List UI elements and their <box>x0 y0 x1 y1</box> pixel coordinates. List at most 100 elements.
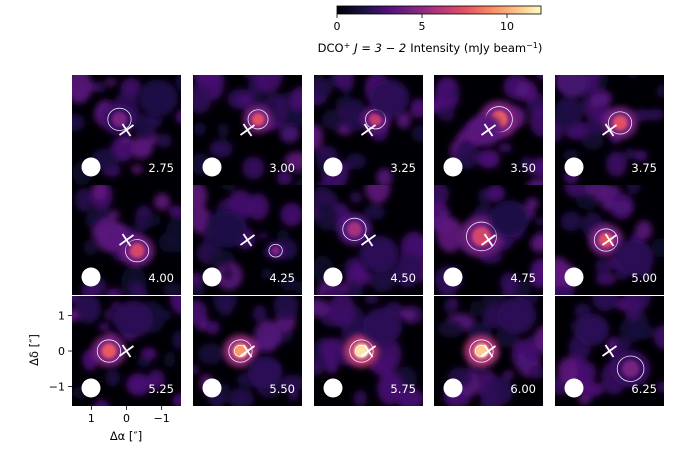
x-tick-label: −1 <box>154 412 170 425</box>
channel-label: 5.00 <box>631 271 657 285</box>
channel-panel-6.25: 6.25 <box>555 296 664 406</box>
emission-peak <box>347 221 362 237</box>
center-cross-line <box>363 123 374 137</box>
y-axis-label: Δδ [″] <box>27 334 41 366</box>
beam-ellipse <box>81 378 101 398</box>
channel-panel-5.00: 5.00 <box>555 185 664 295</box>
emission-peak <box>612 115 628 131</box>
center-cross-line <box>483 344 494 358</box>
channel-panel-2.75: 2.75 <box>72 75 181 185</box>
channel-panel-4.50: 4.50 <box>314 185 423 295</box>
center-cross-line <box>121 123 132 137</box>
x-tick-label: 0 <box>123 412 130 425</box>
channel-label: 3.25 <box>390 161 416 175</box>
beam-ellipse <box>564 157 584 177</box>
channel-panels: 2.75 3.00 3.25 3.50 3.75 4.00 4.25 4.50 4.75 5.00… <box>72 75 664 406</box>
center-cross-line <box>363 233 374 247</box>
emission-peak <box>129 243 145 259</box>
emission-contour <box>349 339 374 363</box>
colorbar-ticks: 0 5 10 <box>334 14 514 33</box>
channel-panel-6.00: 6.00 <box>434 296 543 406</box>
emission-noise <box>193 75 302 185</box>
emission-contour <box>107 107 132 131</box>
emission-contour <box>469 339 494 363</box>
beam-ellipse <box>443 157 463 177</box>
center-cross-line <box>242 123 253 137</box>
colorbar: 0 5 10 DCO+ J = 3 − 2 Intensity (mJy beam−1) <box>318 5 543 56</box>
beam-ellipse <box>202 267 222 287</box>
channel-label: 6.25 <box>631 382 657 396</box>
emission-peak <box>271 246 280 255</box>
beam-ellipse <box>443 378 463 398</box>
emission-peak <box>598 232 614 248</box>
y-tick-label: 0 <box>58 345 65 358</box>
channel-panel-3.00: 3.00 <box>193 75 302 185</box>
emission-noise <box>555 75 664 185</box>
axes-lower-left: Δα [″] Δδ [″] 1 0 −1 1 0 −1 <box>27 310 170 443</box>
beam-ellipse <box>81 157 101 177</box>
channel-label: 3.75 <box>631 161 657 175</box>
center-cross-line <box>242 344 253 358</box>
center-cross-line <box>483 123 494 137</box>
center-cross-line <box>604 344 615 358</box>
beam-ellipse <box>202 378 222 398</box>
emission-contour <box>616 355 645 382</box>
beam-ellipse <box>323 378 343 398</box>
colorbar-label: DCO+ J = 3 − 2 Intensity (mJy beam−1) <box>318 41 543 56</box>
emission-peak <box>369 112 382 126</box>
emission-peak <box>622 360 640 378</box>
center-cross-line <box>604 233 615 247</box>
emission-contour <box>228 339 253 363</box>
beam-ellipse <box>323 157 343 177</box>
channel-panel-4.75: 4.75 <box>434 185 543 295</box>
center-cross-line <box>604 123 615 137</box>
channel-label: 5.25 <box>148 382 174 396</box>
channel-panel-4.25: 4.25 <box>193 185 302 295</box>
emission-peak <box>101 343 117 359</box>
center-cross-line <box>363 344 374 358</box>
beam-ellipse <box>564 378 584 398</box>
channel-label: 5.75 <box>390 382 416 396</box>
center-cross-line <box>483 233 494 247</box>
colorbar-tick-label: 5 <box>419 20 426 33</box>
colorbar-gradient <box>336 5 542 15</box>
center-cross-line <box>121 233 132 247</box>
channel-label: 6.00 <box>510 382 536 396</box>
channel-label: 2.75 <box>148 161 174 175</box>
y-tick-label: −1 <box>49 380 65 393</box>
colorbar-tick-label: 0 <box>334 20 341 33</box>
channel-label: 5.50 <box>269 382 295 396</box>
channel-label: 4.50 <box>390 271 416 285</box>
emission-contour <box>607 111 633 135</box>
channel-label: 4.75 <box>510 271 536 285</box>
emission-contour <box>268 243 283 258</box>
emission-contour <box>593 228 619 252</box>
channel-panel-4.00: 4.00 <box>72 185 181 295</box>
center-cross-line <box>242 233 253 247</box>
channel-panel-5.25: 5.25 <box>72 296 181 406</box>
emission-contour <box>247 109 269 130</box>
channel-label: 4.00 <box>148 271 174 285</box>
channel-label: 4.25 <box>269 271 295 285</box>
colorbar-tick-label: 10 <box>500 20 514 33</box>
emission-contour <box>342 217 367 241</box>
emission-peak <box>471 226 491 247</box>
emission-peak <box>112 111 127 127</box>
beam-ellipse <box>443 267 463 287</box>
channel-panel-3.75: 3.75 <box>555 75 664 185</box>
emission-contour <box>466 221 497 252</box>
channel-label: 3.00 <box>269 161 295 175</box>
x-tick-label: 1 <box>88 412 95 425</box>
x-axis-label: Δα [″] <box>110 429 142 443</box>
beam-ellipse <box>564 267 584 287</box>
beam-ellipse <box>323 267 343 287</box>
channel-panel-3.50: 3.50 <box>434 75 543 185</box>
emission-contour <box>96 339 122 363</box>
beam-ellipse <box>81 267 101 287</box>
center-cross-line <box>121 344 132 358</box>
beam-ellipse <box>202 157 222 177</box>
channel-panel-5.75: 5.75 <box>314 296 423 406</box>
y-tick-label: 1 <box>58 310 65 323</box>
channel-label: 3.50 <box>510 161 536 175</box>
